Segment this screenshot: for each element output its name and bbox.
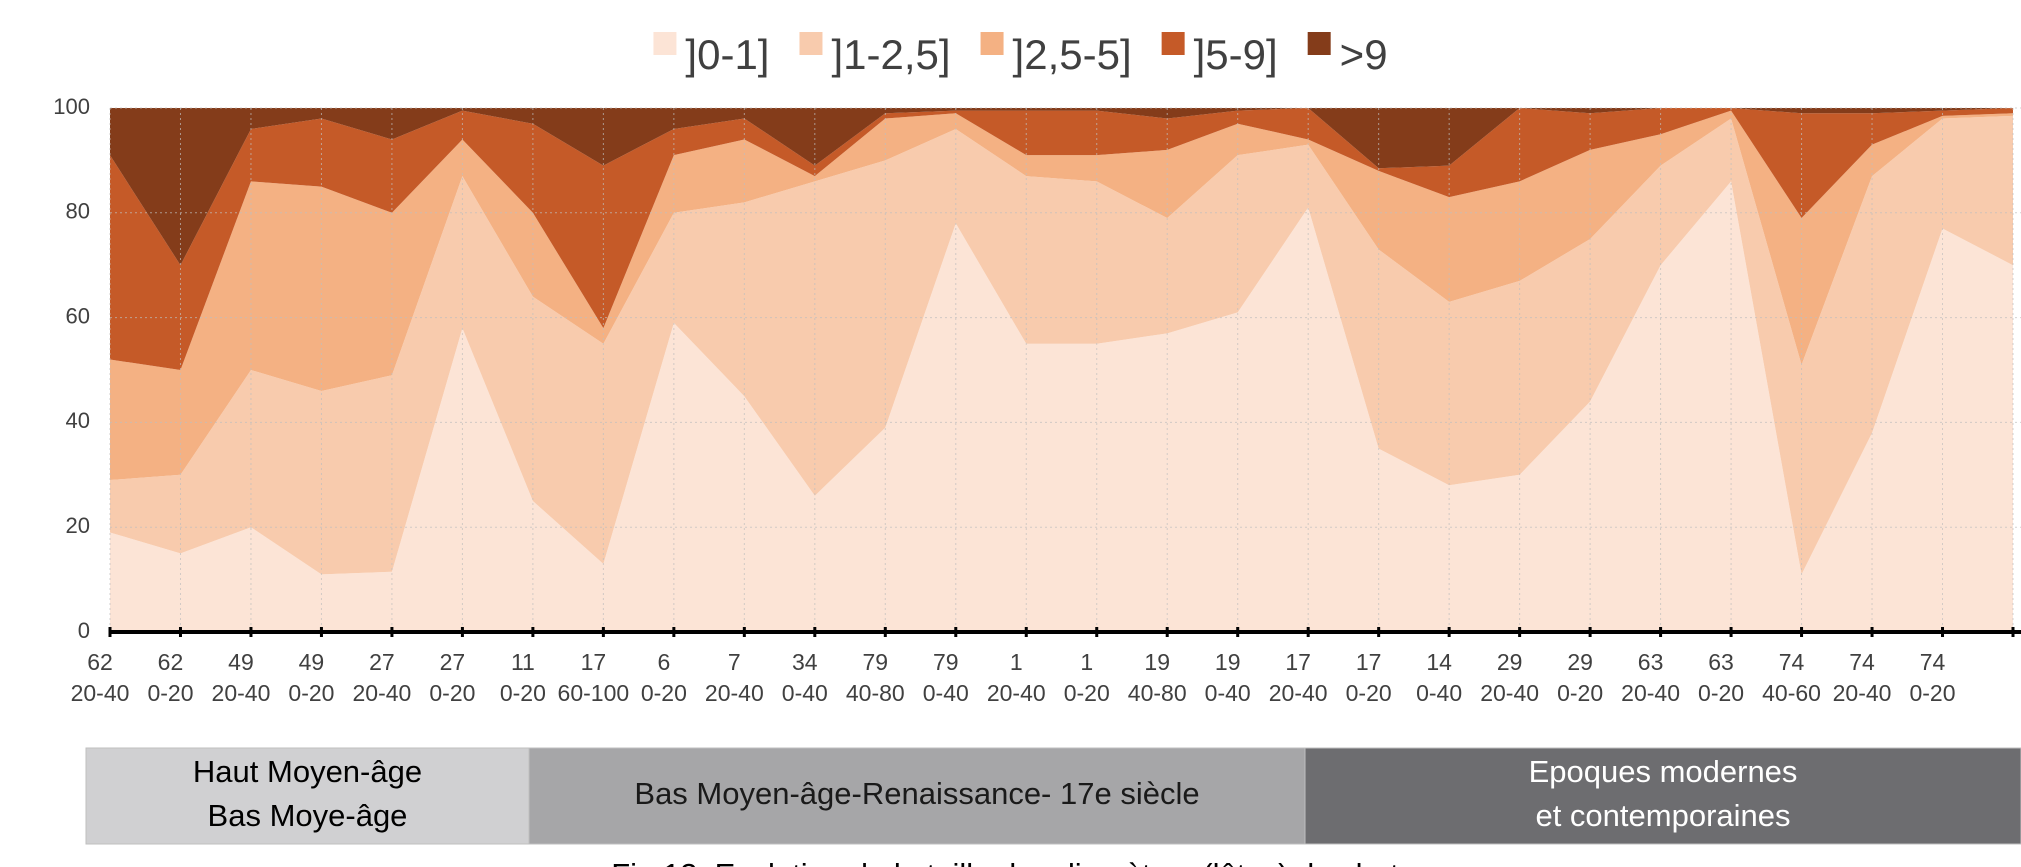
x-tick-label: 17 [581, 649, 607, 675]
x-tick-label: 0-20 [641, 680, 687, 706]
x-tick-label: 14 [1426, 649, 1452, 675]
period-label: Bas Moye-âge [208, 798, 408, 833]
legend-label: >9 [1340, 31, 1388, 78]
x-tick-label: 29 [1567, 649, 1593, 675]
x-tick-label: 63 [1708, 649, 1734, 675]
x-tick-label: 27 [440, 649, 466, 675]
x-tick-label: 0-40 [782, 680, 828, 706]
x-tick-label: 20-40 [71, 680, 130, 706]
x-tick-label: 40-80 [1128, 680, 1187, 706]
x-tick-label: 0-20 [500, 680, 546, 706]
x-tick-label: 0-20 [288, 680, 334, 706]
legend-swatch [980, 32, 1004, 55]
area [110, 181, 2013, 633]
x-tick-label: 49 [228, 649, 254, 675]
x-tick-label: 34 [792, 649, 818, 675]
legend-label: ]0-1] [685, 31, 769, 78]
period-label: Bas Moyen-âge-Renaissance- 17e siècle [634, 776, 1199, 811]
x-tick-label: 74 [1920, 649, 1946, 675]
x-tick-label: 7 [728, 649, 741, 675]
x-tick-label: 62 [158, 649, 184, 675]
x-tick-label: 74 [1849, 649, 1875, 675]
x-tick-label: 0-20 [1557, 680, 1603, 706]
x-tick-label: 40-60 [1762, 680, 1821, 706]
x-tick-label: 20-40 [987, 680, 1046, 706]
area [110, 108, 2013, 370]
legend-swatch [1161, 32, 1185, 55]
x-tick-label: 20-40 [212, 680, 271, 706]
x-tick-label: 20-40 [1833, 680, 1892, 706]
x-tick-label: 29 [1497, 649, 1523, 675]
x-tick-label: 79 [933, 649, 959, 675]
y-tick-label: 60 [66, 303, 90, 328]
x-tick-label: 20-40 [353, 680, 412, 706]
x-tick-label: 6 [657, 649, 670, 675]
area [110, 115, 2013, 575]
x-tick-label: 0-20 [1346, 680, 1392, 706]
x-tick-label: 1 [1010, 649, 1023, 675]
period-label: Epoques modernes [1529, 754, 1798, 789]
x-tick-label: 17 [1285, 649, 1311, 675]
x-tick-label: 11 [511, 649, 535, 675]
x-tick-label: 0-20 [1064, 680, 1110, 706]
x-tick-label: 0-20 [1909, 680, 1955, 706]
x-tick-label: 19 [1144, 649, 1170, 675]
period-box [85, 747, 530, 845]
y-tick-label: 0 [78, 618, 90, 643]
x-tick-label: 40-80 [846, 680, 905, 706]
caption: Fig.12. Evolution de la taille des diamè… [611, 857, 1399, 867]
legend-swatch [653, 32, 677, 55]
x-tick-label: 0-40 [923, 680, 969, 706]
x-tick-label: 0-40 [1416, 680, 1462, 706]
legend-label: ]1-2,5] [831, 31, 950, 78]
y-tick-label: 80 [66, 199, 90, 224]
area [110, 108, 2013, 266]
x-tick-label: 79 [862, 649, 888, 675]
x-tick-label: 74 [1779, 649, 1805, 675]
y-tick-label: 40 [66, 408, 90, 433]
area [110, 110, 2013, 481]
x-tick-label: 63 [1638, 649, 1664, 675]
period-box [528, 747, 1306, 845]
legend-label: ]5-9] [1194, 31, 1278, 78]
y-tick-label: 100 [53, 94, 90, 119]
x-tick-label: 1 [1080, 649, 1093, 675]
legend: ]0-1] ]1-2,5] ]2,5-5] ]5-9] >9 [653, 31, 1388, 78]
x-tick-label: 20-40 [1621, 680, 1680, 706]
legend-label: ]2,5-5] [1013, 31, 1132, 78]
x-tick-label: 27 [369, 649, 395, 675]
x-tick-label: 0-20 [147, 680, 193, 706]
x-tick-label: 20-40 [705, 680, 764, 706]
x-tick-label: 49 [299, 649, 325, 675]
legend-swatch [799, 32, 823, 55]
legend-swatch [1307, 32, 1331, 55]
x-tick-label: 20-40 [1480, 680, 1539, 706]
period-box [1304, 747, 2021, 845]
period-label: Haut Moyen-âge [193, 754, 422, 789]
x-tick-label: 0-20 [1698, 680, 1744, 706]
period-label: et contemporaines [1535, 798, 1790, 833]
x-tick-label: 60-100 [558, 680, 630, 706]
x-tick-label: 0-40 [1205, 680, 1251, 706]
x-tick-label: 0-20 [429, 680, 475, 706]
x-tick-label: 19 [1215, 649, 1241, 675]
x-tick-label: 62 [87, 649, 113, 675]
y-tick-label: 20 [66, 513, 90, 538]
x-tick-label: 20-40 [1269, 680, 1328, 706]
x-tick-label: 17 [1356, 649, 1382, 675]
